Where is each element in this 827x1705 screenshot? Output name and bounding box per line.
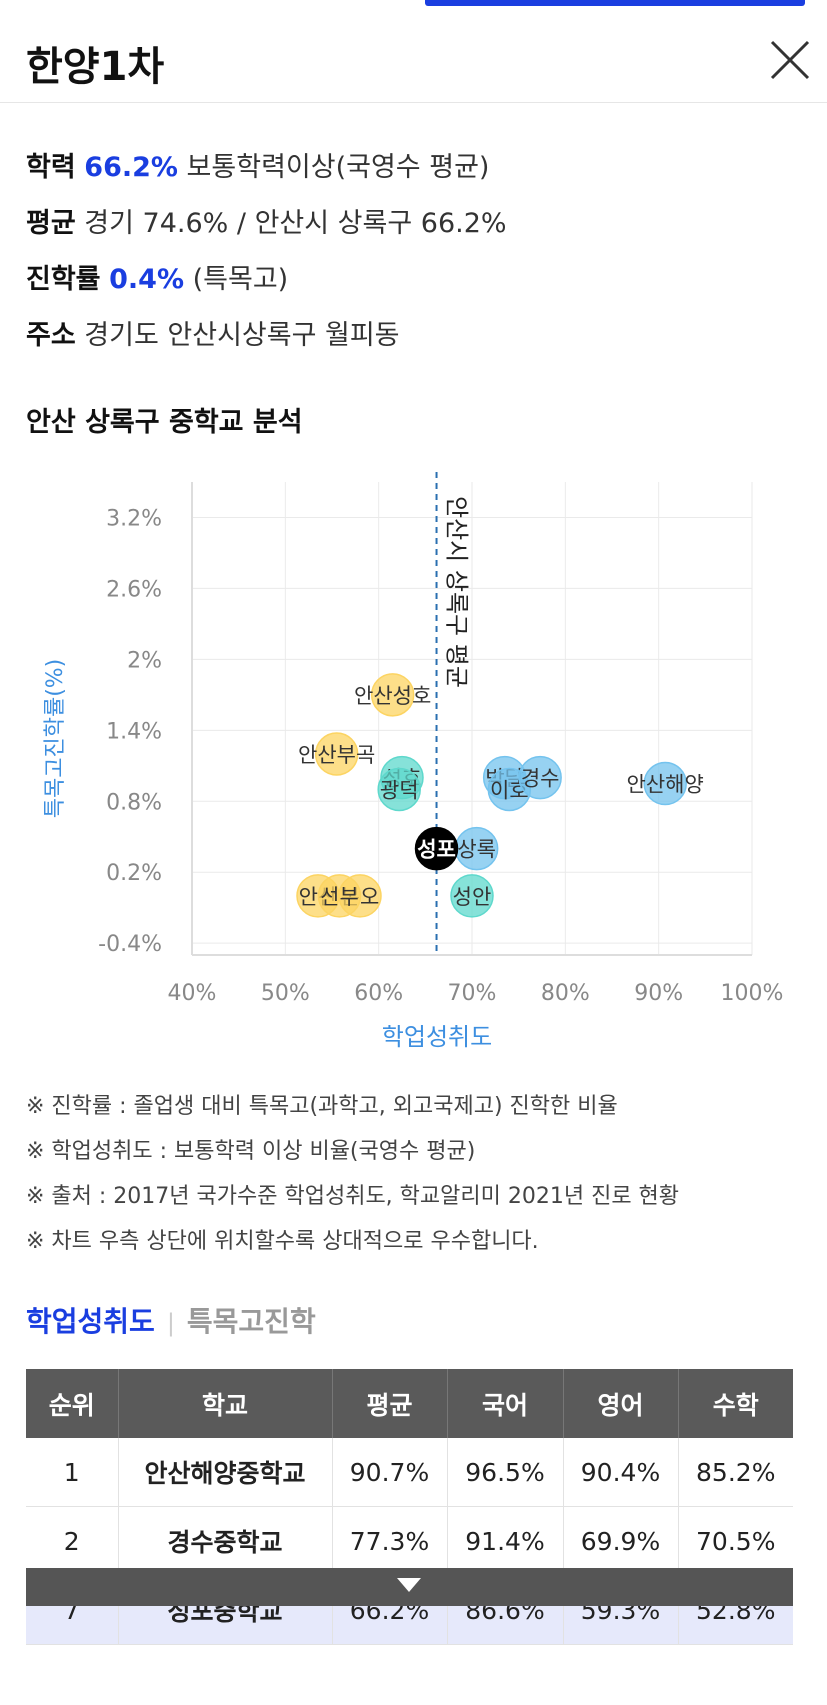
header-korean: 국어 xyxy=(447,1369,564,1438)
data-point-label: 안산해양 xyxy=(627,773,704,797)
cell-english: 90.4% xyxy=(563,1438,679,1507)
x-tick-label: 100% xyxy=(721,981,784,1006)
data-point xyxy=(643,761,687,806)
average-label: 평균 xyxy=(26,208,76,239)
data-point xyxy=(518,755,562,800)
data-point-label: 성안 xyxy=(453,885,492,909)
header-rank: 순위 xyxy=(26,1369,119,1438)
cell-korean: 96.5% xyxy=(447,1438,564,1507)
note-item: ※ 학업성취도 : 보통학력 이상 비율(국영수 평균) xyxy=(26,1139,476,1164)
header-average: 평균 xyxy=(332,1369,448,1438)
average-text: 경기 74.6% / 안산시 상록구 66.2% xyxy=(84,208,507,239)
school-info: 학력 66.2% 보통학력이상(국영수 평균) 평균 경기 74.6% / 안산… xyxy=(26,145,507,369)
advance-label: 진학률 xyxy=(26,264,101,295)
panel-header: 한양1차 xyxy=(0,6,827,103)
y-tick-label: 2.6% xyxy=(106,577,162,602)
cell-korean: 91.4% xyxy=(447,1506,564,1576)
x-tick-label: 90% xyxy=(634,981,683,1006)
address-text: 경기도 안산시상록구 월피동 xyxy=(84,320,400,351)
advance-row: 진학률 0.4% (특목고) xyxy=(26,257,507,313)
cell-math: 70.5% xyxy=(678,1506,793,1576)
section-title: 안산 상록구 중학교 분석 xyxy=(26,407,303,438)
notes: ※ 진학률 : 졸업생 대비 특목고(과학고, 외고국제고) 진학한 비율 ※ … xyxy=(26,1088,679,1268)
page-title: 한양1차 xyxy=(26,44,165,90)
tab-divider: | xyxy=(166,1309,175,1337)
academic-value: 66.2% xyxy=(84,152,178,183)
data-point xyxy=(317,874,362,918)
show-more-button[interactable] xyxy=(26,1568,793,1606)
cell-rank: 1 xyxy=(26,1438,119,1507)
cell-school: 경수중학교 xyxy=(118,1506,333,1576)
data-point-label: 선부 xyxy=(320,885,359,909)
x-tick-label: 70% xyxy=(448,981,497,1006)
tab-academic[interactable]: 학업성취도 xyxy=(26,1305,155,1338)
note-item: ※ 차트 우측 상단에 위치할수록 상대적으로 우수합니다. xyxy=(26,1229,539,1254)
academic-desc: 보통학력이상(국영수 평균) xyxy=(186,152,490,183)
data-point-label: 성포 xyxy=(417,838,456,862)
data-point xyxy=(377,767,421,812)
header-school: 학교 xyxy=(118,1369,333,1438)
data-point-label: 상록 xyxy=(457,838,496,862)
academic-row: 학력 66.2% 보통학력이상(국영수 평균) xyxy=(26,145,507,201)
table-row[interactable]: 2 경수중학교 77.3% 91.4% 69.9% 70.5% xyxy=(26,1506,793,1576)
y-tick-label: 3.2% xyxy=(106,506,162,531)
average-row: 평균 경기 74.6% / 안산시 상록구 66.2% xyxy=(26,201,507,257)
data-point xyxy=(414,826,459,871)
note-item: ※ 진학률 : 졸업생 대비 특목고(과학고, 외고국제고) 진학한 비율 xyxy=(26,1094,618,1119)
y-tick-label: 2% xyxy=(127,648,162,673)
data-point-label: 안산성호 xyxy=(354,684,431,708)
x-axis-label: 학업성취도 xyxy=(382,1023,492,1051)
cell-average: 77.3% xyxy=(332,1506,448,1576)
data-point-label: 안산부곡 xyxy=(298,743,375,767)
caret-down-icon xyxy=(397,1578,421,1592)
header-english: 영어 xyxy=(563,1369,679,1438)
cell-school: 안산해양중학교 xyxy=(118,1438,333,1507)
reference-line-label: 안산시 상록구 평균 xyxy=(443,496,471,688)
table-header-row: 순위 학교 평균 국어 영어 수학 xyxy=(26,1369,793,1438)
data-point xyxy=(314,732,359,776)
ranking-tabs: 학업성취도 | 특목고진학 xyxy=(26,1300,316,1340)
y-tick-label: 1.4% xyxy=(106,719,162,744)
y-tick-label: -0.4% xyxy=(98,932,162,957)
cell-average: 90.7% xyxy=(332,1438,448,1507)
x-tick-label: 60% xyxy=(354,981,403,1006)
cell-english: 69.9% xyxy=(563,1506,679,1576)
y-axis-label: 특목고진학률(%) xyxy=(43,659,68,819)
advance-desc: (특목고) xyxy=(192,264,289,295)
data-point-label: 경수 xyxy=(521,767,560,791)
tab-special-school[interactable]: 특목고진학 xyxy=(186,1305,316,1338)
cell-rank: 2 xyxy=(26,1506,119,1576)
address-row: 주소 경기도 안산시상록구 월피동 xyxy=(26,313,507,369)
header-math: 수학 xyxy=(678,1369,793,1438)
data-point xyxy=(370,673,415,717)
scatter-chart: 40% 50% 60% 70% 80% 90% 100% 3.2% 2.6% 2% 1.4% 0.8%… xyxy=(43,472,784,1051)
data-point xyxy=(450,874,494,918)
y-tick-label: 0.2% xyxy=(106,861,162,886)
top-accent-bar xyxy=(425,0,805,6)
academic-label: 학력 xyxy=(26,152,76,183)
y-tick-label: 0.8% xyxy=(106,790,162,815)
x-tick-label: 50% xyxy=(261,981,310,1006)
close-icon[interactable] xyxy=(766,36,814,84)
address-label: 주소 xyxy=(26,320,76,351)
x-tick-label: 80% xyxy=(541,981,590,1006)
note-item: ※ 출처 : 2017년 국가수준 학업성취도, 학교알리미 2021년 진로 … xyxy=(26,1184,680,1209)
table-row[interactable]: 1 안산해양중학교 90.7% 96.5% 90.4% 85.2% xyxy=(26,1438,793,1507)
data-point-label: 광덕 xyxy=(380,778,419,802)
advance-value: 0.4% xyxy=(109,264,185,295)
cell-math: 85.2% xyxy=(678,1438,793,1507)
x-tick-label: 40% xyxy=(168,981,217,1006)
